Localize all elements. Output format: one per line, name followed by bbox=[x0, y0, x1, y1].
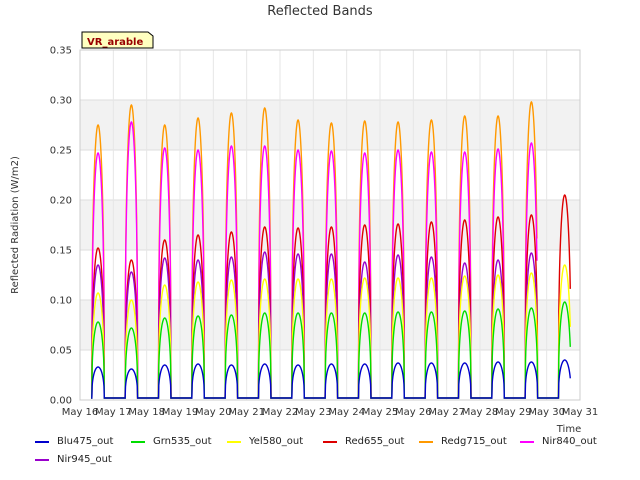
y-tick-label: 0.20 bbox=[50, 196, 72, 207]
x-tick-label: May 20 bbox=[195, 407, 232, 418]
legend-item-redg715: Redg715_out bbox=[419, 436, 507, 447]
x-tick-label: May 19 bbox=[162, 407, 199, 418]
x-tick-label: May 29 bbox=[495, 407, 532, 418]
legend-item-yel580: Yel580_out bbox=[227, 436, 303, 447]
legend-label: Grn535_out bbox=[153, 436, 212, 447]
series-line-blu475_out bbox=[91, 359, 571, 399]
x-tick-label: May 17 bbox=[95, 407, 132, 418]
y-tick-label: 0.05 bbox=[50, 346, 72, 357]
legend-label: Red655_out bbox=[345, 436, 405, 447]
y-tick-label: 0.35 bbox=[50, 46, 72, 57]
y-tick-label: 0.30 bbox=[50, 96, 72, 107]
annotation-box: VR_arable bbox=[81, 31, 154, 49]
shaded-bands bbox=[80, 100, 580, 350]
x-tick-label: May 28 bbox=[462, 407, 499, 418]
shaded-band bbox=[80, 200, 580, 250]
x-tick-label: May 24 bbox=[328, 407, 365, 418]
x-tick-label: May 23 bbox=[295, 407, 332, 418]
x-tick-label: May 18 bbox=[128, 407, 165, 418]
legend-label: Nir840_out bbox=[542, 436, 597, 447]
legend-label: Yel580_out bbox=[249, 436, 304, 447]
x-tick-label: May 22 bbox=[262, 407, 299, 418]
shaded-band bbox=[80, 300, 580, 350]
legend-label: Blu475_out bbox=[57, 436, 114, 447]
x-tick-label: May 21 bbox=[228, 407, 265, 418]
legend-item-grn535: Grn535_out bbox=[131, 436, 212, 447]
legend-item-blu475: Blu475_out bbox=[35, 436, 113, 447]
legend-swatch bbox=[419, 440, 433, 443]
x-axis-label: Time bbox=[556, 424, 581, 435]
x-tick-label: May 30 bbox=[528, 407, 565, 418]
x-tick-label: May 25 bbox=[362, 407, 399, 418]
legend-item-red655: Red655_out bbox=[323, 436, 404, 447]
legend-swatch bbox=[227, 440, 241, 443]
x-tick-label: May 27 bbox=[428, 407, 465, 418]
x-tick-label: May 31 bbox=[562, 407, 599, 418]
y-tick-label: 0.00 bbox=[50, 396, 72, 407]
plot-area bbox=[79, 49, 581, 401]
y-tick-label: 0.10 bbox=[50, 296, 72, 307]
chart-title: Reflected Bands bbox=[267, 4, 373, 19]
y-tick-label: 0.25 bbox=[50, 146, 72, 157]
series-layer bbox=[91, 100, 571, 399]
x-tick-label: May 16 bbox=[62, 407, 99, 418]
legend-swatch bbox=[323, 440, 337, 443]
legend-swatch bbox=[35, 440, 49, 443]
legend-swatch bbox=[35, 458, 49, 461]
legend-label: Redg715_out bbox=[441, 436, 507, 447]
x-tick-label: May 26 bbox=[395, 407, 432, 418]
legend-item-nir945: Nir945_out bbox=[35, 454, 112, 465]
legend-label: Nir945_out bbox=[57, 454, 112, 465]
y-ticks: 0.00 0.05 0.10 0.15 0.20 0.25 0.30 0.35 bbox=[50, 46, 72, 407]
legend-swatch bbox=[520, 440, 534, 443]
legend-item-nir840: Nir840_out bbox=[520, 436, 597, 447]
y-tick-label: 0.15 bbox=[50, 246, 72, 257]
annotation-text: VR_arable bbox=[87, 37, 143, 48]
legend-swatch bbox=[131, 440, 145, 443]
y-axis-label: Reflected Radiation (W/m2) bbox=[10, 156, 21, 294]
